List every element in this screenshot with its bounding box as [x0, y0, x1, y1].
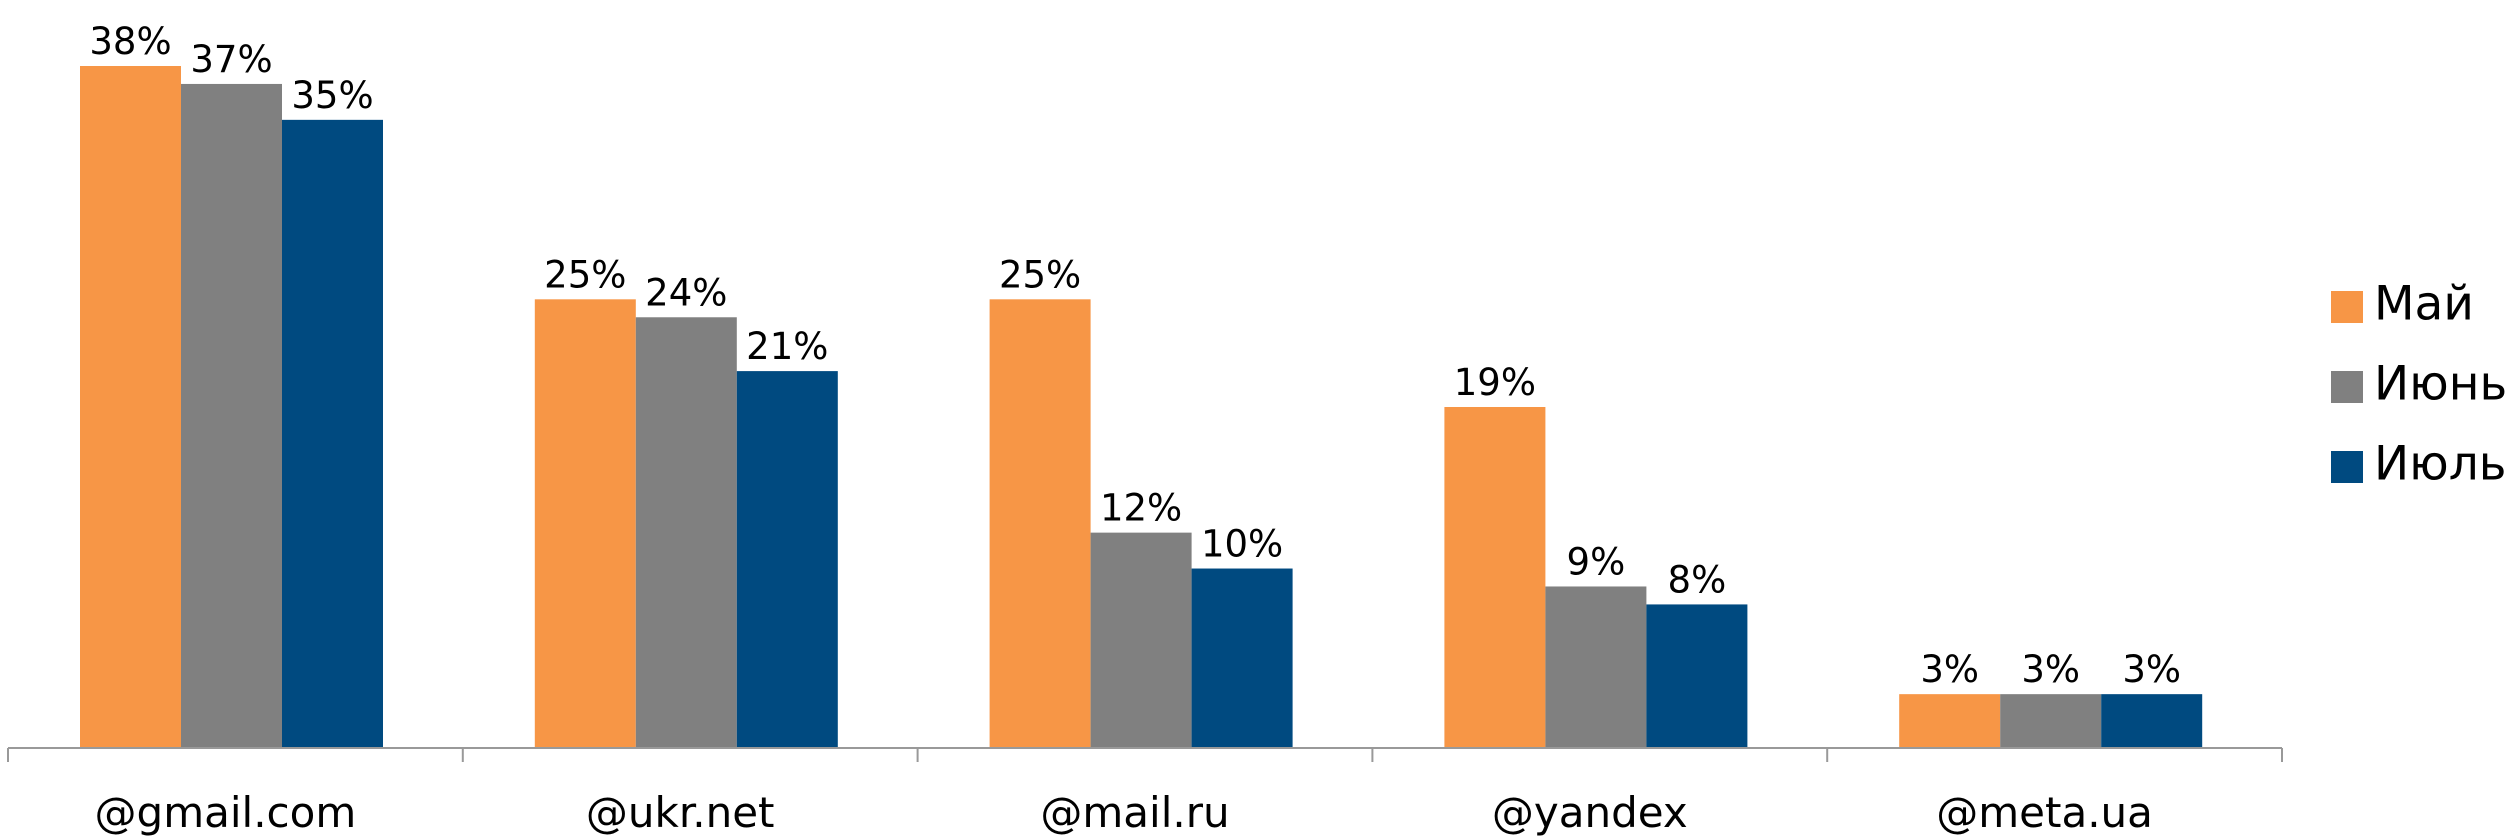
x-tick-label: @mail.ru	[1040, 788, 1229, 837]
data-label: 9%	[1567, 540, 1626, 583]
bar	[181, 83, 282, 748]
x-tick-label: @ukr.net	[586, 788, 775, 837]
data-label: 37%	[190, 38, 272, 81]
x-tick-label: @gmail.com	[95, 788, 357, 837]
data-label: 35%	[291, 74, 373, 117]
x-tick-label: @meta.ua	[1936, 788, 2153, 837]
legend-label: Июнь	[2374, 357, 2507, 412]
data-label: 10%	[1201, 523, 1283, 566]
data-label: 12%	[1100, 487, 1182, 530]
bar	[2000, 694, 2102, 748]
bar	[736, 371, 838, 748]
data-label: 8%	[1668, 558, 1727, 601]
bar	[1191, 568, 1293, 748]
legend-swatch	[2331, 451, 2363, 483]
bar	[1444, 407, 1546, 748]
bar	[635, 317, 737, 748]
x-tick-label: @yandex	[1492, 788, 1688, 837]
legend-swatch	[2331, 291, 2363, 323]
data-label: 19%	[1454, 361, 1536, 404]
legend-swatch	[2331, 371, 2363, 403]
bar	[1545, 586, 1647, 748]
data-label: 3%	[1920, 648, 1979, 691]
data-label: 25%	[999, 253, 1081, 296]
bar	[1646, 604, 1748, 748]
bar	[989, 299, 1091, 748]
data-label: 3%	[2122, 648, 2181, 691]
bar	[1090, 532, 1192, 748]
data-label: 25%	[544, 253, 626, 296]
bar	[534, 299, 636, 748]
data-label: 38%	[89, 20, 171, 63]
data-label: 3%	[2021, 648, 2080, 691]
legend-label: Июль	[2374, 437, 2506, 492]
bar	[1899, 694, 2001, 748]
data-label: 24%	[645, 271, 727, 314]
bar	[282, 119, 383, 748]
data-label: 21%	[746, 325, 828, 368]
bar	[2101, 694, 2203, 748]
bar	[80, 66, 181, 748]
legend-label: Май	[2374, 277, 2474, 332]
